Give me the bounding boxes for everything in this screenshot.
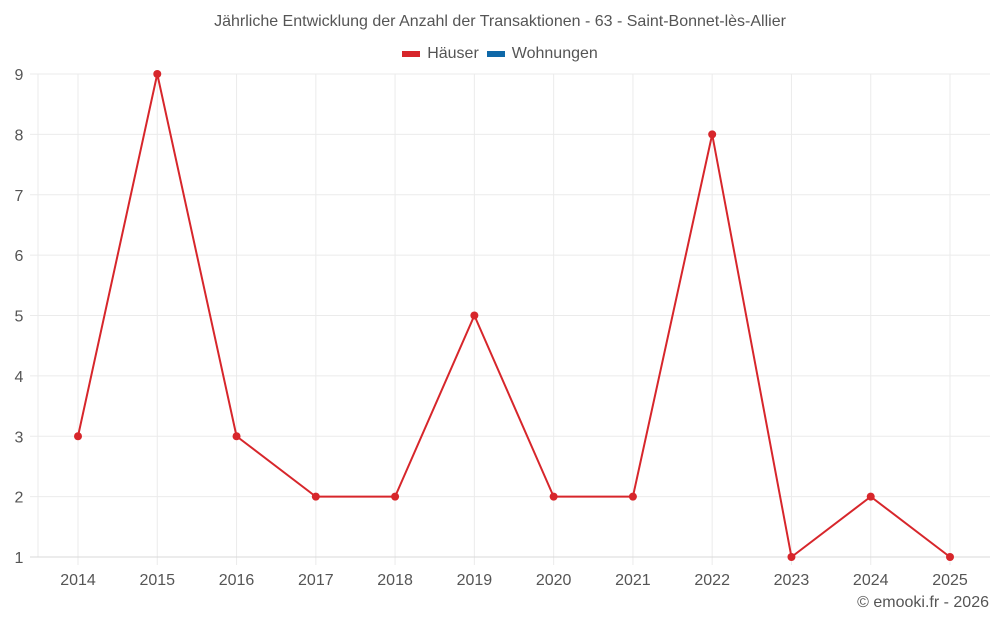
data-point[interactable] xyxy=(866,492,875,501)
x-tick-label: 2018 xyxy=(377,572,413,589)
legend-swatch-haeuser xyxy=(402,51,421,57)
data-point[interactable] xyxy=(153,70,162,78)
x-tick-label: 2016 xyxy=(219,572,255,589)
y-tick-label: 2 xyxy=(15,490,24,507)
x-tick-label: 2022 xyxy=(694,572,730,589)
data-point[interactable] xyxy=(549,492,558,501)
x-tick-label: 2020 xyxy=(536,572,572,589)
legend-label-haeuser: Häuser xyxy=(427,45,479,62)
chart-legend: Häuser Wohnungen xyxy=(0,45,1000,63)
data-point[interactable] xyxy=(708,130,717,139)
x-tick-label: 2017 xyxy=(298,572,334,589)
data-point[interactable] xyxy=(311,492,320,501)
y-tick-label: 9 xyxy=(15,67,24,84)
x-tick-label: 2024 xyxy=(853,572,889,589)
legend-label-wohnungen: Wohnungen xyxy=(511,45,598,62)
series-haeuser xyxy=(74,70,954,561)
y-tick-label: 6 xyxy=(15,248,24,265)
x-axis-labels: 2014 2015 2016 2017 2018 2019 2020 2021 2022 2023… xyxy=(60,572,968,589)
data-point[interactable] xyxy=(232,432,241,441)
x-tick-label: 2019 xyxy=(457,572,493,589)
data-point[interactable] xyxy=(946,553,954,561)
chart-title: Jährliche Entwicklung der Anzahl der Tra… xyxy=(214,13,786,30)
data-point[interactable] xyxy=(470,311,479,320)
y-tick-label: 7 xyxy=(15,188,24,205)
x-tick-label: 2015 xyxy=(139,572,175,589)
x-tick-label: 2023 xyxy=(774,572,810,589)
data-point[interactable] xyxy=(787,553,796,561)
grid-lines xyxy=(30,73,990,565)
x-tick-label: 2014 xyxy=(60,572,96,589)
y-tick-label: 5 xyxy=(15,309,24,326)
data-point[interactable] xyxy=(628,492,637,501)
data-point[interactable] xyxy=(391,492,400,501)
legend-item-wohnungen[interactable]: Wohnungen xyxy=(486,45,598,63)
legend-item-haeuser[interactable]: Häuser xyxy=(402,45,479,63)
copyright-credit: © emooki.fr - 2026 xyxy=(857,594,989,611)
y-tick-label: 8 xyxy=(15,127,24,144)
x-tick-label: 2025 xyxy=(932,572,968,589)
legend-swatch-wohnungen xyxy=(486,51,505,57)
y-axis-labels: 1 2 3 4 5 6 7 8 9 xyxy=(15,67,24,567)
y-tick-label: 3 xyxy=(15,429,24,446)
x-tick-label: 2021 xyxy=(615,572,651,589)
y-tick-label: 4 xyxy=(15,369,24,386)
data-point[interactable] xyxy=(74,432,82,441)
y-tick-label: 1 xyxy=(15,550,24,567)
